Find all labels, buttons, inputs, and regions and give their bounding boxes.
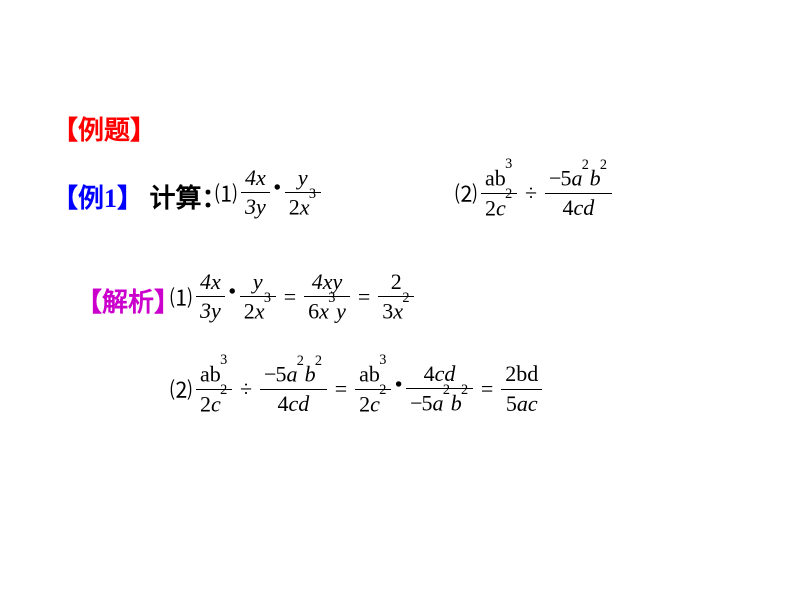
heading-example1: 【例1】 计算： [52, 178, 228, 215]
s1-f1: 4x 3y [196, 270, 225, 323]
s1-f3: 4xy 6x3y [304, 270, 350, 324]
heading-jiexi: 【解析】 [76, 282, 180, 319]
s1-op1: • [229, 281, 236, 304]
s1-eq1: = [280, 284, 300, 310]
s2-f4: 4cd −5a2b2 [406, 362, 473, 416]
p1-op: • [274, 177, 281, 200]
s1-label: ⑴ [170, 281, 192, 313]
p2-frac1: ab3 2c2 [481, 166, 517, 220]
s2-op1: ÷ [236, 376, 256, 402]
solution-1: ⑴ 4x 3y • y 2x3 = 4xy 6x3y = 2 3x2 [170, 270, 414, 324]
heading-liti: 【例题】 [52, 110, 156, 147]
li1-label: 【例1】 [52, 184, 143, 213]
problem-1: ⑴ 4x 3y • y 2x3 [215, 166, 321, 220]
s2-eq2: = [477, 376, 497, 402]
s1-eq2: = [354, 284, 374, 310]
p1-frac2: y 2x3 [285, 166, 321, 220]
solution-2: ⑵ ab3 2c2 ÷ −5a2b2 4cd = ab3 2c2 • 4cd −… [170, 362, 542, 416]
p1-frac1: 4x 3y [241, 166, 270, 219]
s2-op2: • [395, 374, 402, 397]
p2-op: ÷ [521, 180, 541, 206]
s1-f2: y 2x3 [240, 270, 276, 324]
p1-label: ⑴ [215, 177, 237, 209]
problem-2: ⑵ ab3 2c2 ÷ −5a2b2 4cd [455, 166, 612, 220]
s1-f4: 2 3x2 [378, 270, 414, 324]
s2-f5: 2bd 5ac [501, 362, 542, 415]
s2-eq1: = [331, 376, 351, 402]
p2-label: ⑵ [455, 177, 477, 209]
s2-f1: ab3 2c2 [196, 362, 232, 416]
s2-label: ⑵ [170, 373, 192, 405]
s2-f3: ab3 2c2 [355, 362, 391, 416]
p2-frac2: −5a2b2 4cd [545, 166, 612, 220]
s2-f2: −5a2b2 4cd [260, 362, 327, 416]
